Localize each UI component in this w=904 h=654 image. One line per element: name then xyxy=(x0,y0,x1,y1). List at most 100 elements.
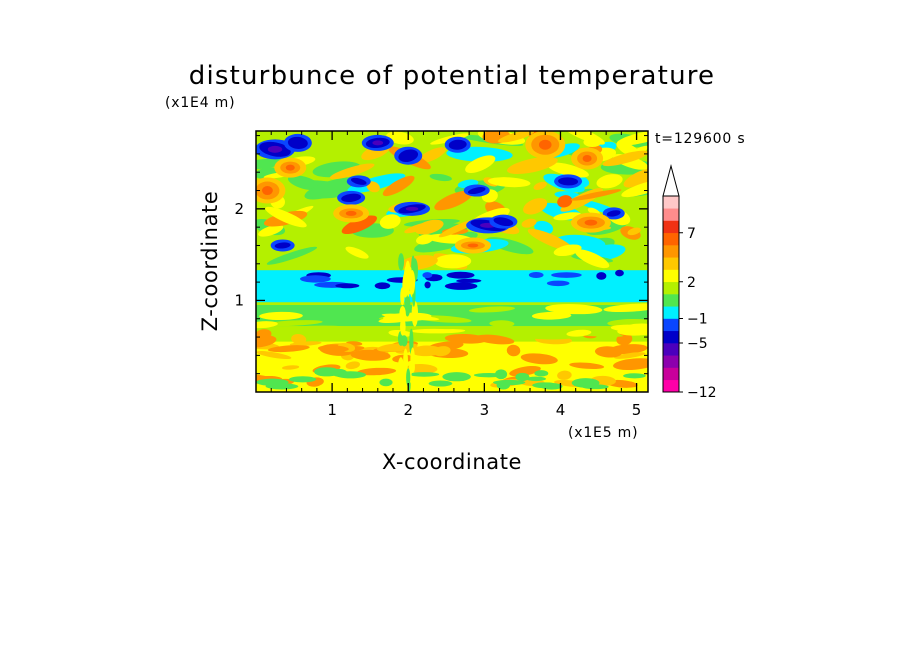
field-blob xyxy=(256,158,286,170)
field-blob xyxy=(398,253,405,271)
colorbar-swatch xyxy=(663,318,679,332)
field-blob xyxy=(345,361,360,370)
field-blob xyxy=(267,145,283,153)
field-blob xyxy=(406,368,411,387)
field-blob xyxy=(467,187,486,195)
field-blob xyxy=(398,149,419,162)
field-blob xyxy=(291,334,307,345)
field-blob xyxy=(557,195,573,208)
field-blob xyxy=(405,206,419,211)
time-label: t=129600 s xyxy=(655,131,745,147)
field-blob xyxy=(366,181,380,193)
field-blob xyxy=(547,162,589,178)
field-blob xyxy=(509,365,541,377)
field-blob xyxy=(434,254,472,269)
field-blob xyxy=(602,150,648,167)
field-blob xyxy=(623,167,648,188)
field-blob xyxy=(448,139,467,150)
colorbar-swatch xyxy=(663,330,679,344)
field-blob xyxy=(594,346,623,358)
field-blob xyxy=(281,365,300,370)
field-blob xyxy=(545,304,603,315)
field-blob xyxy=(596,272,607,280)
field-blob xyxy=(475,334,515,345)
field-blob xyxy=(523,198,548,215)
field-blob xyxy=(467,243,479,248)
field-blob xyxy=(424,281,431,289)
colorbar-label: −12 xyxy=(687,385,717,401)
field-blob xyxy=(406,272,411,297)
field-blob xyxy=(399,305,406,323)
x-tick-label: 4 xyxy=(556,401,566,419)
colorbar-label: −1 xyxy=(687,312,708,328)
field-blob xyxy=(596,174,623,189)
field-blob xyxy=(379,378,393,387)
y-tick-label: 2 xyxy=(234,200,244,218)
field-blob xyxy=(350,349,391,361)
field-blob xyxy=(266,246,318,265)
field-blob xyxy=(538,139,552,150)
field-blob xyxy=(465,155,496,173)
field-blob xyxy=(381,313,440,321)
field-blob xyxy=(456,278,482,283)
x-tick-label: 1 xyxy=(327,401,337,419)
plot-frame xyxy=(255,130,649,393)
colorbar-extend-arrow xyxy=(662,164,680,197)
field-blob xyxy=(571,378,600,388)
field-blob xyxy=(397,357,405,385)
field-blob xyxy=(612,358,648,371)
field-blob xyxy=(468,306,516,313)
field-blob xyxy=(606,210,621,217)
field-blob xyxy=(558,177,579,186)
field-blob xyxy=(400,335,408,347)
field-blob xyxy=(621,179,648,198)
field-blob xyxy=(404,294,411,317)
colorbar-swatch xyxy=(663,208,679,221)
field-blob xyxy=(416,234,434,245)
field-blob xyxy=(256,321,278,329)
colorbar-label: −5 xyxy=(687,336,708,352)
y-axis-label: Z-coordinate xyxy=(198,191,222,332)
field-blob xyxy=(403,348,408,375)
field-blob xyxy=(400,317,406,336)
field-blob xyxy=(546,280,570,287)
field-blob xyxy=(409,270,416,295)
field-blob xyxy=(515,372,530,382)
field-blob xyxy=(553,244,582,257)
field-blob xyxy=(582,154,592,162)
field-blob xyxy=(295,325,352,330)
colorbar-swatch xyxy=(663,306,679,319)
field-blob xyxy=(487,177,531,188)
field-blob xyxy=(300,275,331,283)
x-axis-ticks: 1 2 3 4 5 xyxy=(270,131,642,419)
field-blob xyxy=(287,136,308,149)
field-blob xyxy=(258,224,284,237)
field-blob xyxy=(534,370,549,377)
field-blob xyxy=(569,362,605,370)
field-blob xyxy=(285,164,295,171)
field-blob xyxy=(493,217,514,227)
field-blob xyxy=(410,328,458,334)
colorbar-swatch xyxy=(663,343,679,356)
field-blob xyxy=(429,173,452,182)
x-tick-label: 5 xyxy=(632,401,642,419)
colorbar: −12−5−127 xyxy=(662,164,717,401)
colorbar-swatch xyxy=(663,196,679,209)
colorbar-swatch xyxy=(663,355,679,368)
field-blob xyxy=(575,249,610,269)
field-blob xyxy=(557,370,572,380)
field-blob xyxy=(335,283,360,289)
field-blob xyxy=(528,272,544,278)
chart-title: disturbunce of potential temperature xyxy=(189,61,716,91)
field-blob xyxy=(372,140,384,146)
field-blob xyxy=(428,380,453,387)
field-blob xyxy=(256,378,289,386)
colorbar-swatch xyxy=(663,281,679,295)
field-blob xyxy=(379,214,401,229)
field-blob xyxy=(345,246,369,259)
field-blob xyxy=(374,282,391,290)
field-blob xyxy=(317,345,349,353)
field-blob xyxy=(434,190,473,211)
field-blob xyxy=(533,181,547,190)
field-blob xyxy=(627,227,641,236)
